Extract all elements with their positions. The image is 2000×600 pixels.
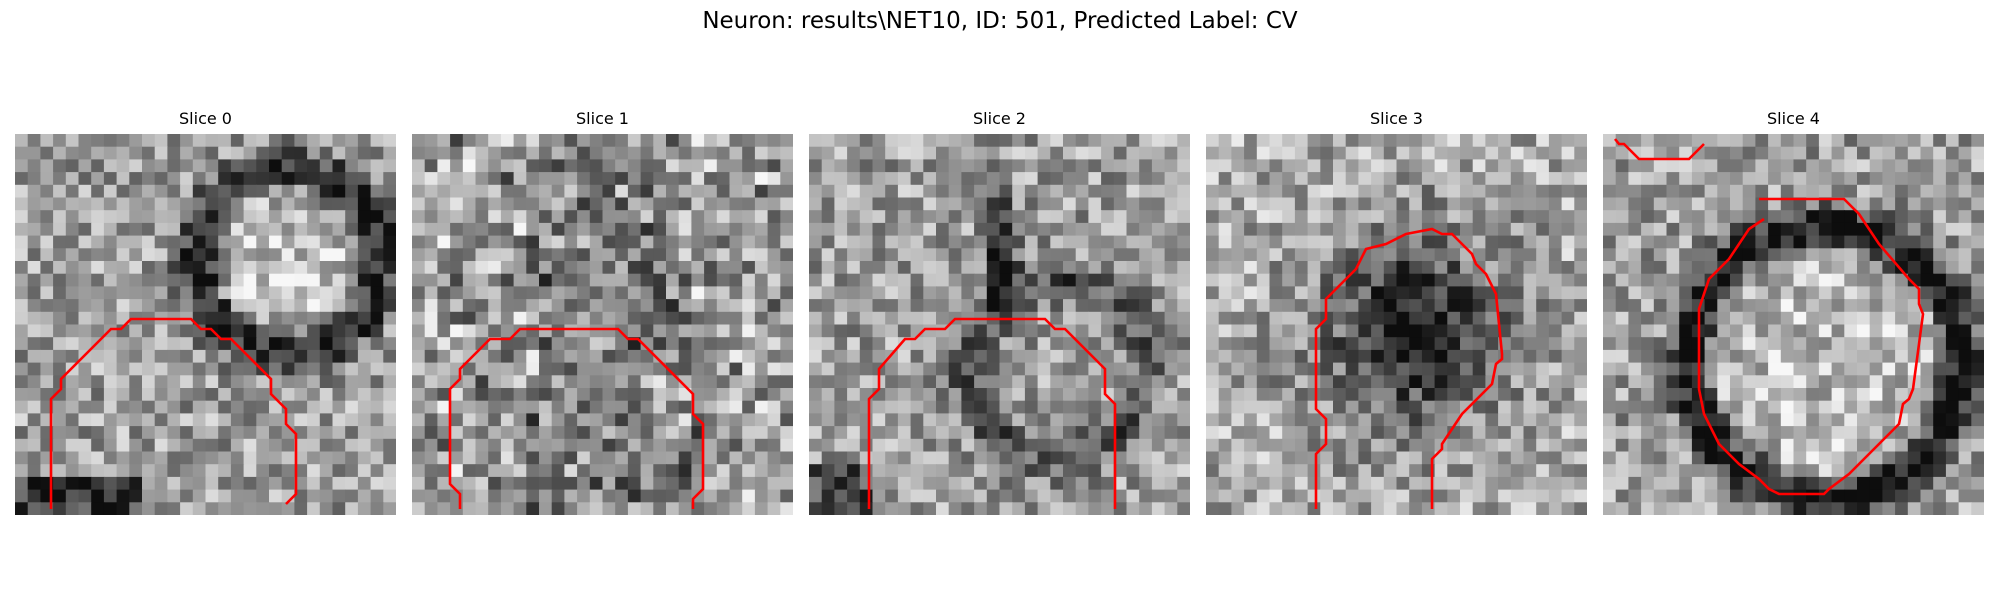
slice-panel-0: Slice 0 — [15, 108, 396, 515]
slice-panel-3: Slice 3 — [1206, 108, 1587, 515]
slice-title: Slice 0 — [179, 109, 232, 128]
contour-line — [1314, 227, 1504, 509]
slice-title: Slice 2 — [973, 109, 1026, 128]
slice-title: Slice 1 — [576, 109, 629, 128]
contour-line — [448, 327, 705, 509]
grayscale-pixels — [809, 134, 1190, 515]
slice-image — [15, 134, 396, 515]
slice-title: Slice 4 — [1767, 109, 1820, 128]
slice-image — [412, 134, 793, 515]
grayscale-pixels — [412, 134, 793, 515]
contour-line — [1697, 197, 1925, 496]
figure-title: Neuron: results\NET10, ID: 501, Predicte… — [702, 8, 1298, 34]
slice-panel-4: Slice 4 — [1603, 108, 1984, 515]
slice-panel-2: Slice 2 — [809, 108, 1190, 515]
slice-panel-1: Slice 1 — [412, 108, 793, 515]
grayscale-pixels — [1603, 134, 1984, 515]
contour-line — [867, 317, 1117, 509]
slice-image — [1206, 134, 1587, 515]
contour-line — [49, 317, 298, 509]
contour-line-top-left — [1613, 138, 1705, 161]
slice-title: Slice 3 — [1370, 109, 1423, 128]
slice-image — [1603, 134, 1984, 515]
grayscale-pixels — [1206, 134, 1587, 515]
grayscale-pixels — [15, 134, 396, 515]
slice-image — [809, 134, 1190, 515]
